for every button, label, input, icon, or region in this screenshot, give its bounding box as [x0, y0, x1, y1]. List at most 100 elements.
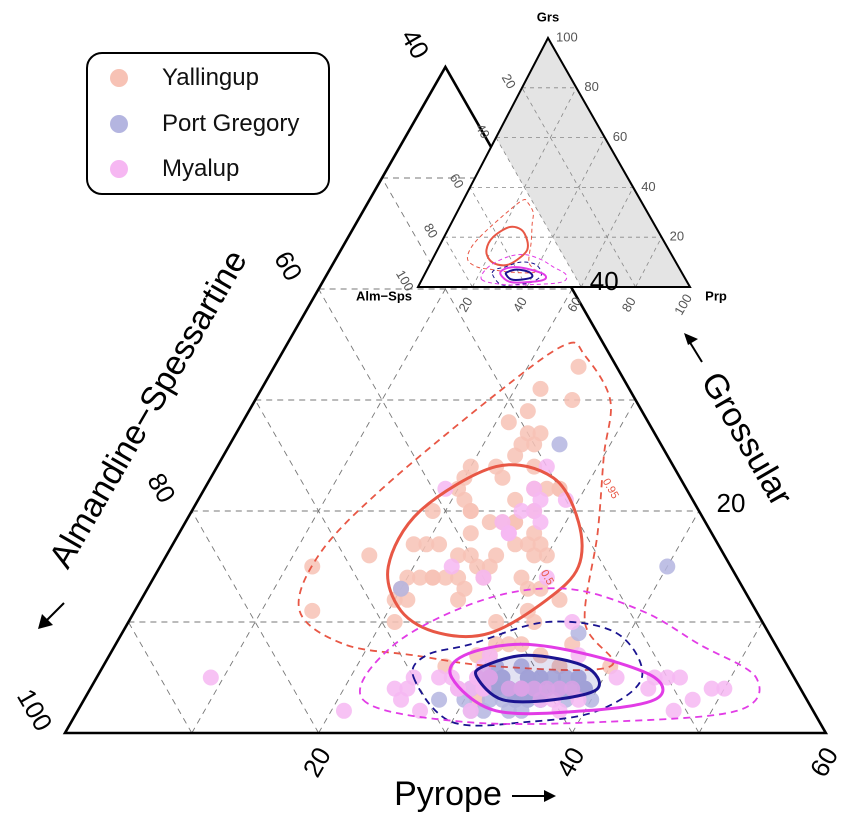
point-myalup — [684, 691, 701, 708]
legend-swatch — [110, 69, 128, 87]
inset-tick-alm: 60 — [447, 171, 467, 191]
point-port-gregory — [431, 691, 448, 708]
point-myalup — [551, 702, 568, 719]
inset-tick-grs: 80 — [584, 79, 598, 94]
point-yallingup — [456, 491, 473, 508]
legend-label: Yallingup — [162, 64, 259, 91]
grid-line-alm — [318, 288, 573, 734]
inset-shaded-region — [496, 38, 690, 287]
inset-grid-line — [580, 187, 634, 288]
point-myalup — [500, 525, 517, 542]
inset-tick-alm: 20 — [499, 71, 519, 91]
arrowhead-pyrope — [544, 790, 556, 802]
point-myalup — [443, 558, 460, 575]
grid-line-prp — [445, 399, 636, 734]
legend-item-port-gregory: Port Gregory — [110, 109, 299, 139]
point-yallingup — [481, 514, 498, 531]
axis-title-pyrope: Pyrope — [394, 775, 502, 813]
point-yallingup — [500, 414, 517, 431]
point-myalup — [564, 680, 581, 697]
point-myalup — [335, 702, 352, 719]
point-yallingup — [513, 569, 530, 586]
point-yallingup — [532, 380, 549, 397]
inset-contour — [480, 254, 568, 286]
point-yallingup — [488, 614, 505, 630]
point-yallingup — [405, 536, 422, 553]
point-yallingup — [424, 569, 441, 586]
point-myalup — [716, 680, 733, 697]
contour-port-gregory-0.5 — [473, 653, 601, 704]
contour-myalup-0.95 — [359, 587, 761, 725]
point-port-gregory — [811, 602, 826, 619]
point-port-gregory — [393, 580, 410, 597]
point-port-gregory — [551, 436, 568, 453]
inset-tick-grs: 60 — [613, 129, 627, 144]
point-yallingup — [424, 503, 441, 519]
point-yallingup — [526, 436, 543, 453]
point-yallingup — [526, 614, 543, 630]
contour-myalup-0.5 — [448, 642, 665, 716]
inset-corner-prp: Prp — [705, 288, 727, 303]
inset-tick-prp: 80 — [619, 294, 639, 314]
inset-corner-grs: Grs — [537, 9, 559, 24]
point-myalup — [393, 691, 410, 708]
contour-fill-port-gregory — [475, 655, 600, 702]
tick-alm-sps: 80 — [141, 468, 181, 508]
point-myalup — [703, 680, 720, 697]
point-yallingup — [431, 536, 448, 553]
point-port-gregory — [659, 558, 676, 575]
grid-line-prp — [571, 510, 700, 734]
point-myalup — [412, 702, 429, 719]
inset-contour — [491, 261, 543, 286]
point-yallingup — [386, 614, 403, 630]
legend-swatch — [110, 160, 128, 178]
triangle-outline — [62, 64, 829, 735]
inset-grid-line — [635, 237, 662, 288]
point-yallingup — [494, 469, 511, 486]
point-yallingup — [361, 547, 378, 564]
density-contours: 0.950.5 — [297, 341, 761, 727]
legend-label: Port Gregory — [162, 110, 300, 137]
axis-title-grossular: Grossular — [693, 366, 800, 513]
point-myalup — [538, 569, 555, 586]
point-myalup — [659, 669, 676, 686]
point-yallingup — [462, 525, 479, 542]
point-myalup — [475, 569, 492, 586]
point-myalup — [671, 669, 688, 686]
grid-line-alm — [128, 621, 193, 734]
grid-line-alm — [191, 510, 319, 734]
point-yallingup — [456, 580, 473, 597]
point-yallingup — [513, 436, 530, 453]
point-yallingup — [564, 392, 581, 408]
point-myalup — [500, 680, 517, 697]
point-yallingup — [488, 547, 505, 564]
point-yallingup — [538, 547, 555, 564]
point-myalup — [513, 680, 530, 697]
legend-item-myalup: Myalup — [110, 154, 239, 184]
tick-pyrope: 20 — [297, 742, 337, 782]
inset-tick-prp: 100 — [671, 291, 695, 317]
point-yallingup — [519, 403, 536, 420]
tick-grossular: 40 — [590, 266, 619, 296]
inset-contour — [504, 268, 534, 282]
point-myalup — [481, 647, 498, 664]
point-myalup — [526, 480, 543, 497]
inset-contour — [499, 266, 548, 284]
point-myalup — [532, 514, 549, 531]
inset-tick-prp: 40 — [510, 294, 530, 314]
contour-port-gregory-0.95 — [411, 620, 644, 727]
point-port-gregory — [500, 702, 517, 719]
inset-tick-grs: 20 — [670, 229, 684, 244]
point-yallingup — [570, 358, 587, 375]
legend: Yallingup Port Gregory Myalup — [86, 52, 330, 195]
point-myalup — [513, 503, 530, 519]
point-myalup — [608, 669, 625, 686]
tick-pyrope: 60 — [804, 742, 844, 782]
point-myalup — [202, 669, 219, 686]
inset-contour — [485, 225, 529, 267]
inset-grid-line — [443, 237, 473, 288]
point-myalup — [431, 669, 448, 686]
legend-item-yallingup: Yallingup — [110, 63, 259, 93]
triangle-frame — [62, 64, 829, 735]
point-myalup — [665, 702, 682, 719]
